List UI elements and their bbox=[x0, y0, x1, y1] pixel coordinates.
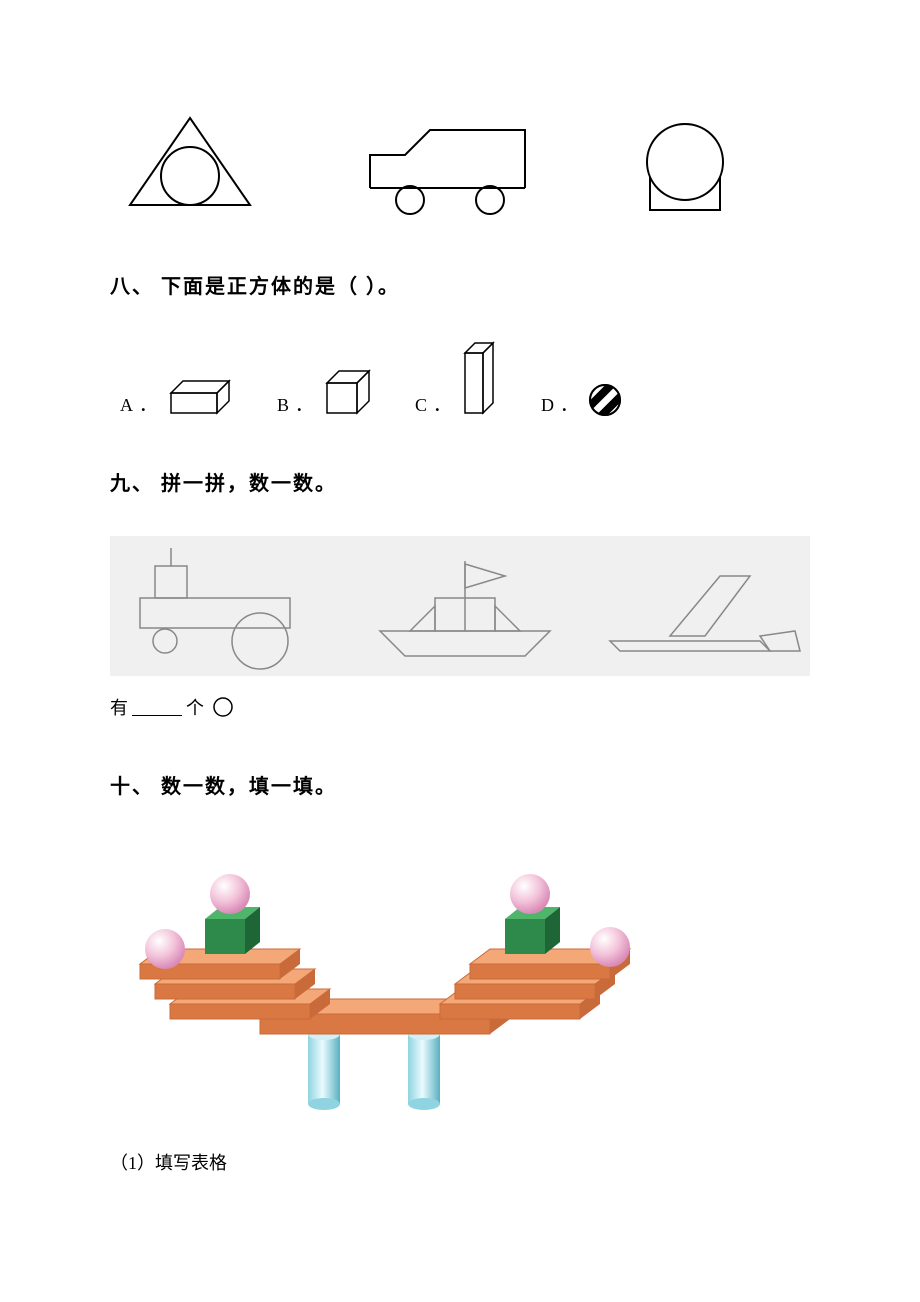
q9-strip-svg bbox=[110, 536, 810, 676]
q7-shape-row bbox=[110, 110, 810, 220]
cube-icon bbox=[323, 367, 375, 417]
q9-prefix: 有 bbox=[110, 694, 128, 720]
q10-svg bbox=[110, 839, 650, 1119]
q8-heading: 八、 下面是正方体的是（ ）。 bbox=[110, 270, 810, 299]
tall-cuboid-icon bbox=[461, 339, 501, 417]
q9-blank[interactable] bbox=[132, 698, 182, 716]
cylinder-right bbox=[408, 1028, 440, 1110]
q8-opt-a-label: A． bbox=[120, 391, 163, 417]
shape-triangle-circle bbox=[120, 110, 260, 220]
q8-option-d[interactable]: D． bbox=[541, 383, 622, 417]
circle-icon bbox=[212, 696, 234, 718]
cylinder-left bbox=[308, 1028, 340, 1110]
sphere-2 bbox=[210, 874, 250, 914]
q10-sub1: （1）填写表格 bbox=[110, 1149, 810, 1175]
q8-options: A． B． C． bbox=[110, 339, 810, 417]
q8-option-b[interactable]: B． bbox=[277, 367, 375, 417]
q8-opt-b-label: B． bbox=[277, 391, 319, 417]
q10-heading: 十、 数一数，填一填。 bbox=[110, 770, 810, 799]
left-cube bbox=[205, 907, 260, 954]
sphere-1 bbox=[145, 929, 185, 969]
sphere-3 bbox=[510, 874, 550, 914]
ball-icon bbox=[588, 383, 622, 417]
right-cube bbox=[505, 907, 560, 954]
q8-option-a[interactable]: A． bbox=[120, 375, 237, 417]
cuboid-icon bbox=[167, 375, 237, 417]
q10-figure bbox=[110, 839, 650, 1119]
q8-opt-d-label: D． bbox=[541, 391, 584, 417]
shape-circle-square bbox=[630, 110, 740, 220]
q9-heading: 九、 拼一拼，数一数。 bbox=[110, 467, 810, 496]
q9-fill-line: 有 个 bbox=[110, 694, 810, 720]
q9-picture-strip bbox=[110, 536, 810, 676]
q8-opt-c-label: C． bbox=[415, 391, 457, 417]
shape-car bbox=[350, 110, 540, 220]
q8-option-c[interactable]: C． bbox=[415, 339, 501, 417]
sphere-4 bbox=[590, 927, 630, 967]
q9-suffix: 个 bbox=[186, 694, 204, 720]
